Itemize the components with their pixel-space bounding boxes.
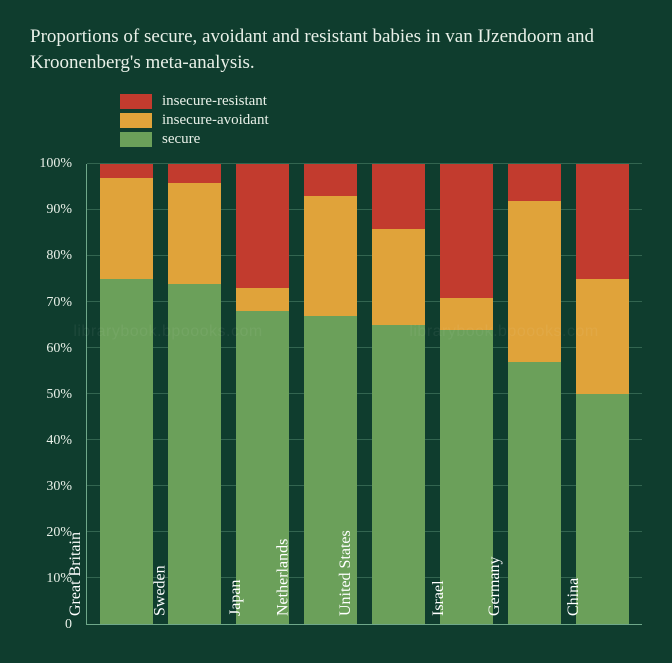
seg-resistant (440, 164, 493, 297)
seg-avoidant (100, 178, 153, 279)
seg-secure (576, 394, 629, 624)
bar-col: Germany (500, 164, 568, 624)
seg-avoidant (440, 298, 493, 330)
bar-label: China (565, 578, 583, 616)
seg-resistant (168, 164, 221, 182)
y-tick: 70% (46, 295, 72, 311)
chart-title: Proportions of secure, avoidant and resi… (30, 24, 642, 75)
seg-secure (508, 362, 561, 624)
legend-swatch-resistant (120, 94, 152, 109)
seg-avoidant (236, 288, 289, 311)
y-tick: 30% (46, 479, 72, 495)
bar-united-states: United States (372, 164, 425, 624)
seg-avoidant (576, 279, 629, 394)
seg-avoidant (168, 183, 221, 284)
legend-swatch-secure (120, 132, 152, 147)
bar-col: China (568, 164, 636, 624)
bar-label: United States (338, 530, 356, 616)
y-tick: 40% (46, 433, 72, 449)
bar-label: Germany (486, 556, 504, 616)
bar-col: United States (365, 164, 433, 624)
legend-item-resistant: insecure-resistant (120, 93, 642, 110)
seg-resistant (372, 164, 425, 228)
plot-area: Great Britain Sweden (86, 164, 642, 625)
seg-avoidant (508, 201, 561, 362)
y-tick: 90% (46, 202, 72, 218)
bar-great-britain: Great Britain (100, 164, 153, 624)
legend-swatch-avoidant (120, 113, 152, 128)
seg-resistant (508, 164, 561, 201)
bar-china: China (576, 164, 629, 624)
seg-avoidant (372, 229, 425, 326)
seg-resistant (304, 164, 357, 196)
seg-resistant (100, 164, 153, 178)
bar-germany: Germany (508, 164, 561, 624)
legend-label-secure: secure (162, 131, 200, 148)
legend-item-avoidant: insecure-avoidant (120, 112, 642, 129)
bar-col: Sweden (161, 164, 229, 624)
seg-resistant (576, 164, 629, 279)
legend-label-avoidant: insecure-avoidant (162, 112, 269, 129)
y-tick: 80% (46, 248, 72, 264)
bars-group: Great Britain Sweden (87, 164, 642, 624)
bar-israel: Israel (440, 164, 493, 624)
seg-secure (168, 284, 221, 624)
chart-container: Proportions of secure, avoidant and resi… (0, 0, 672, 663)
y-tick: 60% (46, 341, 72, 357)
seg-resistant (236, 164, 289, 288)
y-tick: 50% (46, 387, 72, 403)
chart-area: 0 10% 20% 30% 40% 50% 60% 70% 80% 90% 10… (86, 164, 642, 625)
bar-label: Japan (226, 580, 244, 616)
bar-label: Netherlands (274, 539, 292, 616)
bar-col: Great Britain (93, 164, 161, 624)
seg-secure (100, 279, 153, 624)
bar-sweden: Sweden (168, 164, 221, 624)
legend-label-resistant: insecure-resistant (162, 93, 267, 110)
bar-col: Israel (432, 164, 500, 624)
bar-label: Sweden (151, 565, 169, 616)
chart-legend: insecure-resistant insecure-avoidant sec… (120, 93, 642, 150)
bar-label: Great Britain (67, 532, 85, 616)
y-tick: 100% (39, 156, 72, 172)
seg-avoidant (304, 196, 357, 316)
seg-secure (372, 325, 425, 624)
y-tick: 0 (65, 617, 72, 633)
bar-label: Israel (431, 580, 449, 616)
legend-item-secure: secure (120, 131, 642, 148)
